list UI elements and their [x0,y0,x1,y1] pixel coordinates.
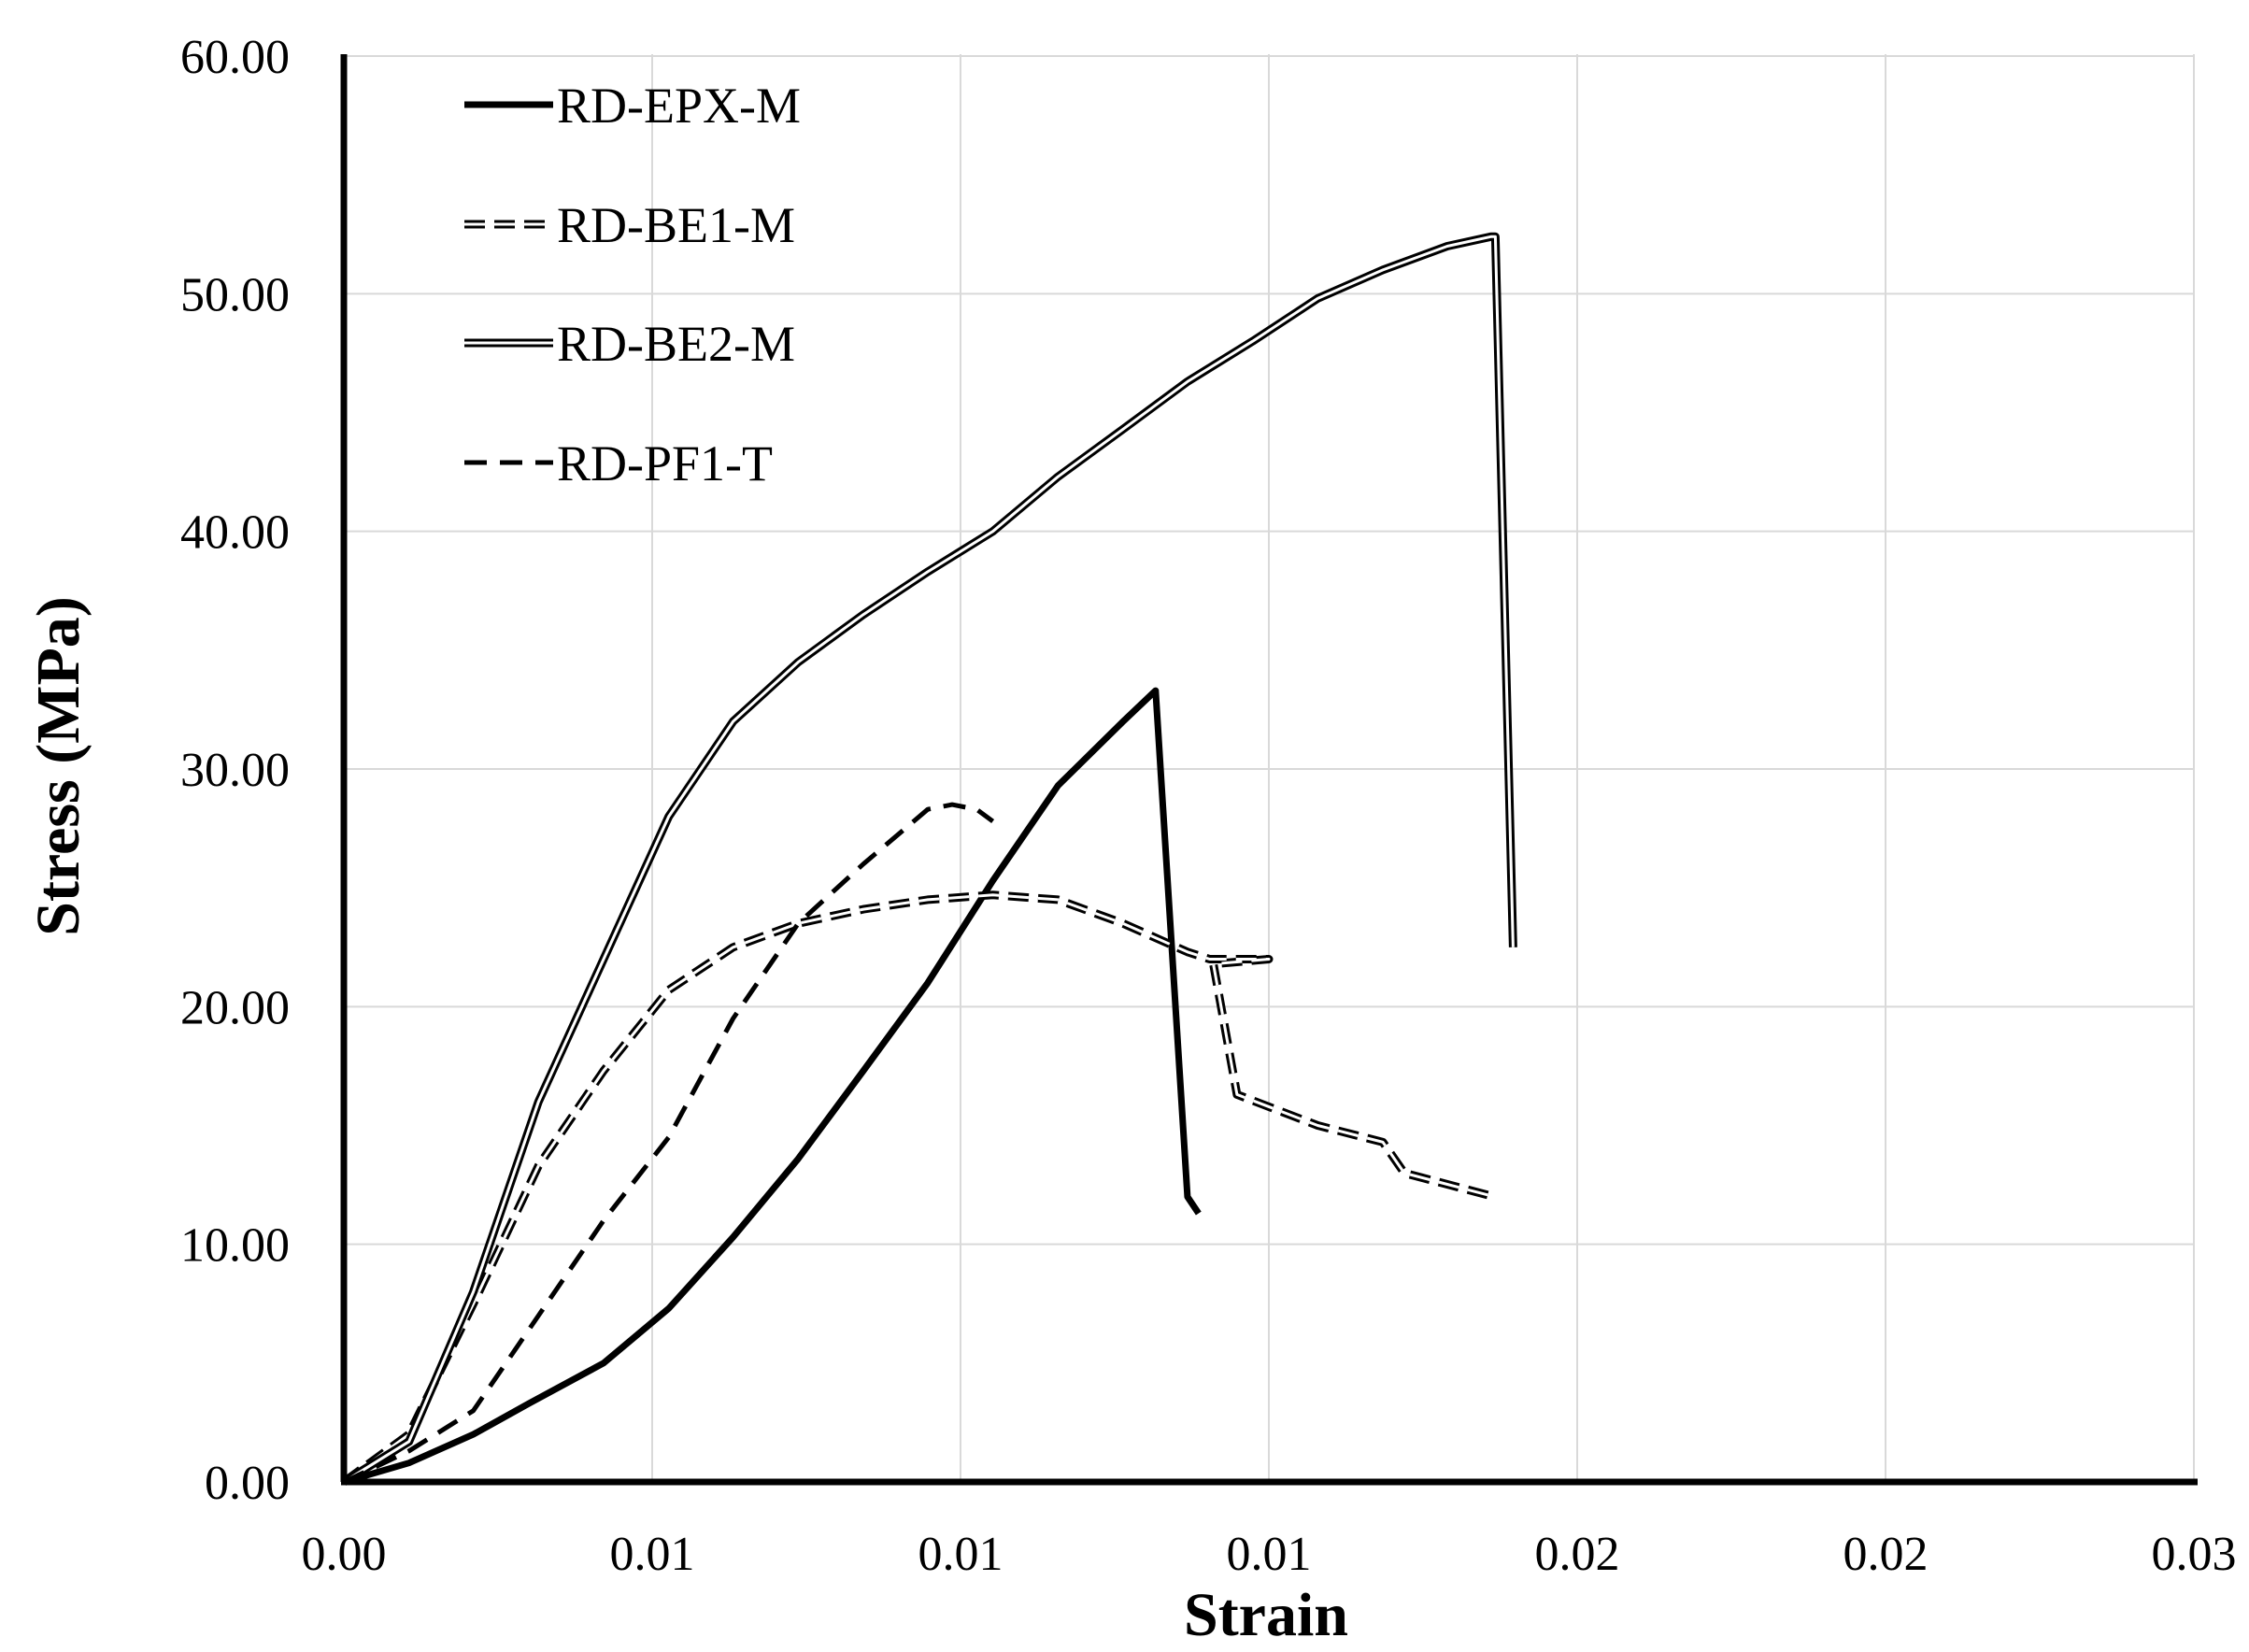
legend-entry-rd-epx-m: RD-EPX-M [464,78,801,134]
y-tick-label: 20.00 [180,981,290,1034]
y-tick-label: 50.00 [180,268,290,321]
y-tick-label: 60.00 [180,31,290,84]
x-tick-label: 0.01 [610,1528,695,1581]
y-tick-label: 0.00 [205,1457,290,1510]
x-tick-label: 0.01 [918,1528,1004,1581]
series-path [341,890,1496,1486]
x-tick-label: 0.01 [1227,1528,1312,1581]
legend-label: RD-BE2-M [557,316,795,372]
series-path [341,232,1517,1486]
legend-entry-rd-be2-m: RD-BE2-M [464,316,795,372]
grid-layer [344,54,2195,1482]
series-layer [341,232,1517,1486]
y-axis-title: Stress (MPa) [24,596,93,936]
series-path-inner [343,235,1515,1484]
series-line-rd-be2-m [341,232,1517,1486]
legend-label: RD-PF1-T [557,435,773,491]
legend-label: RD-EPX-M [557,78,801,134]
legend-entry-rd-be1-m: RD-BE1-M [464,197,795,253]
series-line-rd-pf1-t [342,802,995,1485]
legend: RD-EPX-M RD-BE1-M RD-BE2-M RD-PF1-T [464,78,801,491]
y-tick-label: 10.00 [180,1219,290,1273]
axes-layer [340,54,2198,1486]
series-line-rd-epx-m [343,687,1202,1486]
y-tick-label: 40.00 [180,506,290,560]
series-path [342,802,995,1485]
legend-label: RD-BE1-M [557,197,795,253]
x-axis-title: Strain [1184,1581,1348,1647]
x-tick-label: 0.00 [302,1528,387,1581]
tick-label-layer: 0.00 10.00 20.00 30.00 40.00 50.00 60.00 0.00 0.… [180,31,2237,1581]
y-tick-label: 30.00 [180,744,290,797]
series-line-rd-be1-m [341,890,1496,1486]
x-tick-label: 0.02 [1843,1528,1929,1581]
series-path [343,687,1202,1486]
series-path-inner [343,893,1495,1484]
x-tick-label: 0.02 [1535,1528,1620,1581]
x-tick-label: 0.03 [2152,1528,2237,1581]
legend-entry-rd-pf1-t: RD-PF1-T [464,435,773,491]
